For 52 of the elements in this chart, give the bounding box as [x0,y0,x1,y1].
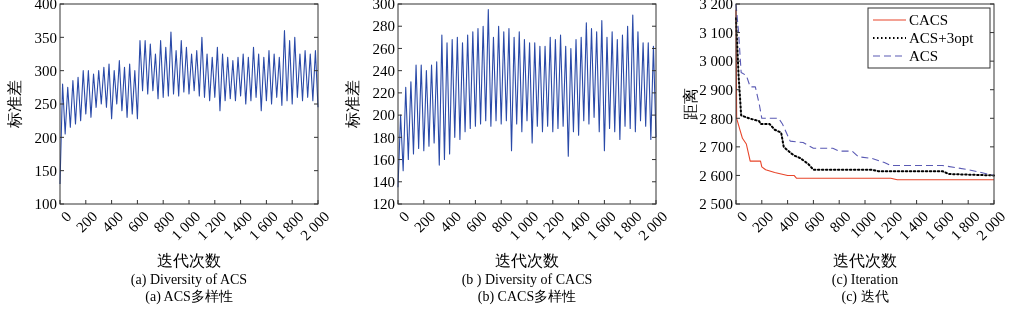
x-axis-title: 迭代次数 [833,252,897,269]
y-axis-title: 距离 [682,88,699,120]
x-tick-label: 200 [73,208,101,236]
x-tick-label: 0 [57,208,75,225]
y-tick-label: 240 [372,62,395,79]
y-tick-label: 2 800 [699,110,733,127]
x-tick-label: 600 [124,208,152,236]
y-tick-label: 120 [372,196,395,213]
y-tick-label: 180 [372,129,395,146]
y-tick-label: 140 [372,174,395,191]
y-tick-label: 3 000 [699,53,733,70]
y-tick-label: 280 [372,18,395,35]
text: (b) CACS多样性 [477,289,577,305]
x-axis-title: 迭代次数 [157,252,221,269]
legend-label: ACS+3opt [909,30,975,47]
y-tick-label: 350 [34,29,57,46]
y-tick-label: 2 700 [699,139,733,156]
y-tick-label: 100 [34,196,57,213]
y-tick-label: 2 900 [699,81,733,98]
x-tick-label: 0 [733,208,751,225]
x-tick-label: 600 [462,208,490,236]
y-tick-label: 250 [34,96,57,113]
x-tick-label: 200 [749,208,777,236]
y-tick-label: 260 [372,40,395,57]
y-tick-label: 400 [34,0,57,13]
y-tick-label: 2 500 [699,196,733,213]
y-tick-label: 200 [34,129,57,146]
x-tick-label: 400 [98,208,127,236]
x-tick-label: 400 [774,208,803,236]
legend-label: CACS [909,12,949,29]
x-tick-label: 600 [800,208,828,236]
y-tick-label: 3 200 [699,0,733,13]
text: (c) 迭代 [841,289,889,305]
x-tick-label: 400 [436,208,465,236]
x-tick-label: 200 [411,208,439,236]
y-tick-label: 220 [372,85,395,102]
y-axis-title: 标准差 [6,80,23,129]
y-tick-label: 300 [372,0,395,13]
y-axis-title: 标准差 [344,80,361,129]
text: (b ) Diversity of CACS [461,272,593,288]
y-tick-label: 3 100 [699,24,733,41]
legend-label: ACS [909,48,939,65]
y-tick-label: 150 [34,162,57,179]
y-tick-label: 300 [34,62,57,79]
text: (a) ACS多样性 [145,289,233,305]
x-tick-label: 0 [395,208,413,225]
x-axis-title: 迭代次数 [495,252,559,269]
y-tick-label: 200 [372,107,395,124]
text: (c) Iteration [831,272,899,288]
y-tick-label: 160 [372,151,395,168]
text: (a) Diversity of ACS [130,272,248,288]
y-tick-label: 2 600 [699,167,733,184]
